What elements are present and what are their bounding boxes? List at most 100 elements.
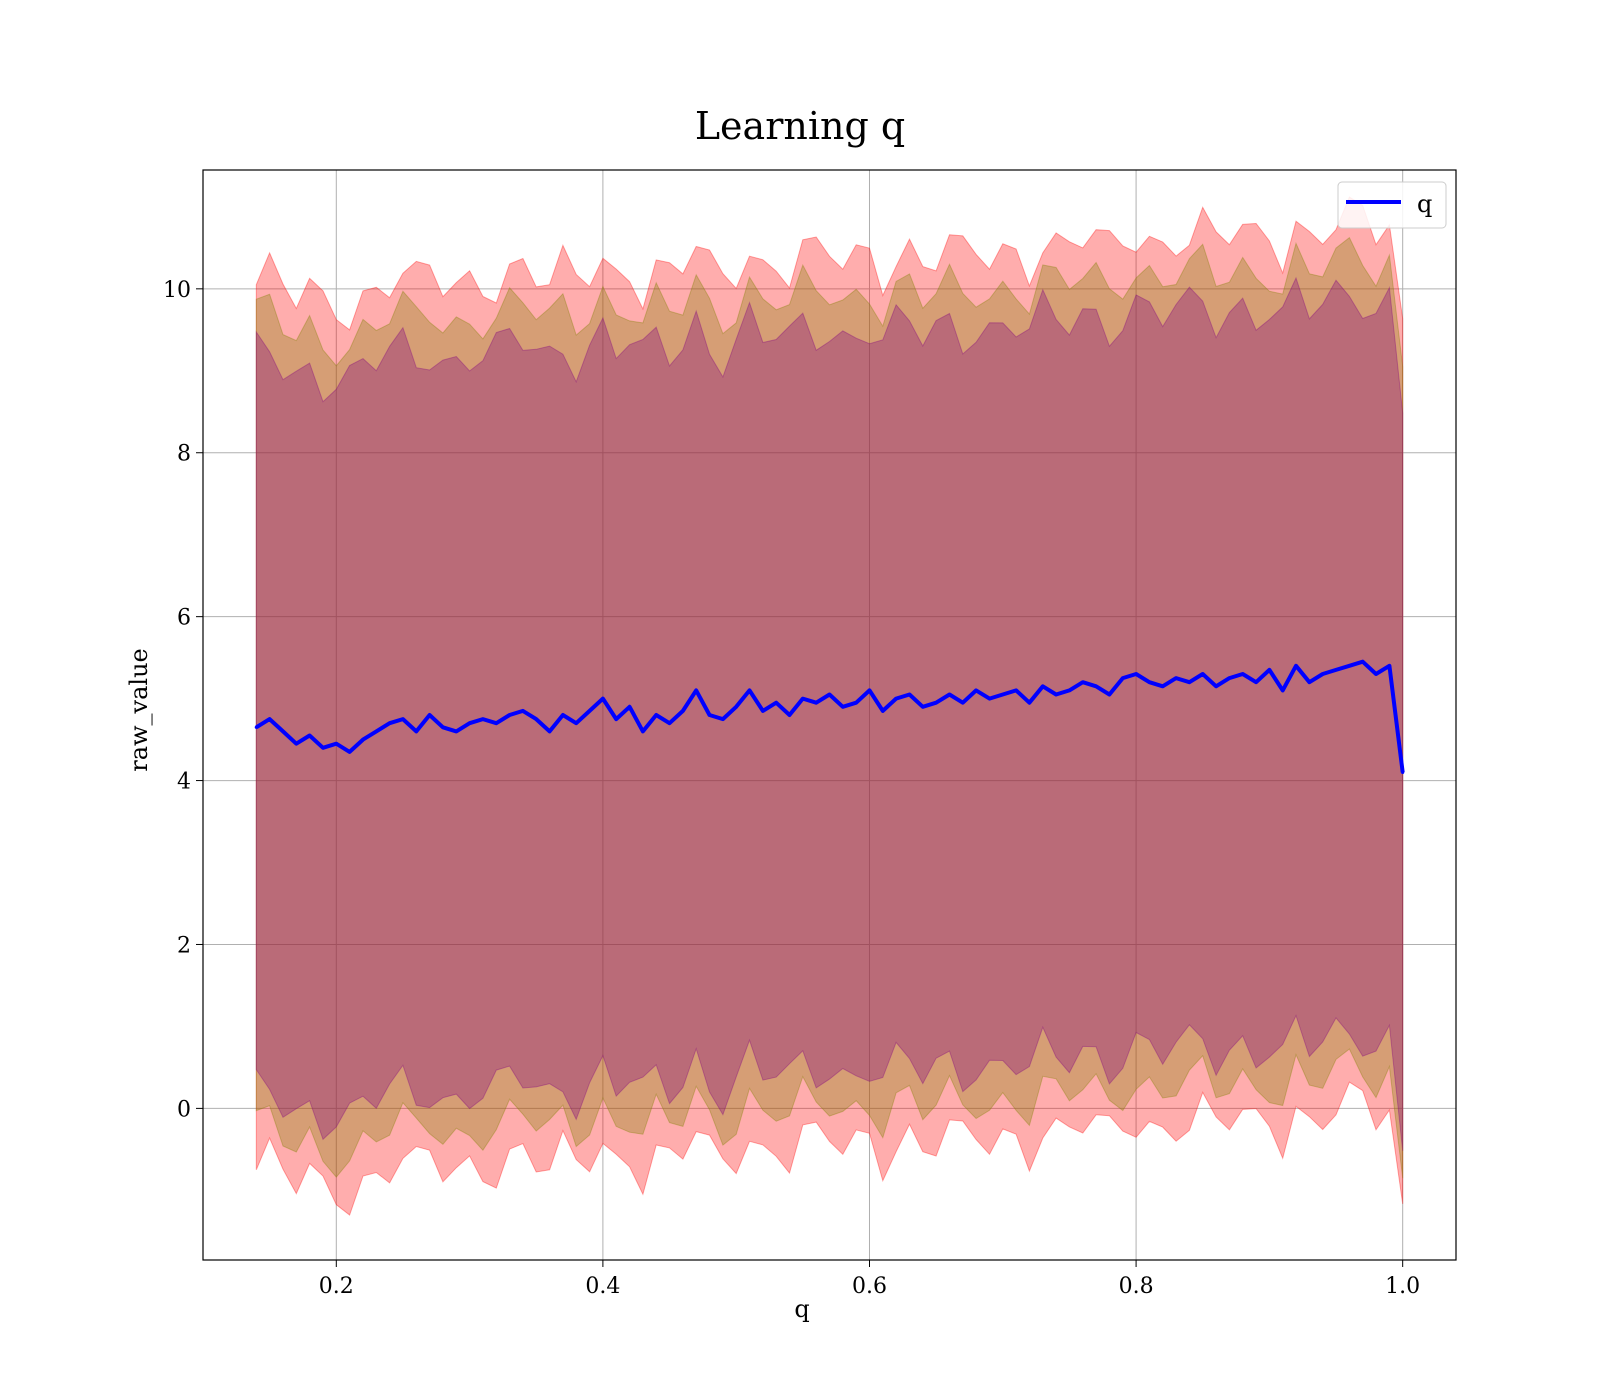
data-point [787, 713, 792, 717]
data-point [841, 705, 845, 709]
data-point [1307, 680, 1311, 684]
data-point [721, 717, 725, 721]
chart-title: Learning q [694, 104, 906, 148]
data-point [881, 709, 885, 713]
data-point [707, 713, 712, 717]
data-point [987, 697, 992, 701]
data-point [734, 705, 738, 709]
x-tick-label: 0.6 [852, 1274, 887, 1299]
data-point [361, 737, 365, 742]
legend-label-q: q [1417, 190, 1432, 218]
data-point [1027, 701, 1032, 705]
data-point [1254, 680, 1258, 684]
data-point [1347, 664, 1351, 668]
x-tick-label: 0.4 [585, 1274, 620, 1299]
band-layer [255, 196, 1404, 1216]
data-point [348, 750, 352, 754]
data-point [534, 717, 538, 721]
data-point [614, 717, 618, 721]
line-layer [254, 659, 1405, 774]
data-point [961, 701, 965, 705]
data-point [1334, 668, 1338, 672]
data-point [428, 713, 432, 717]
data-point [774, 701, 778, 705]
data-point [1214, 684, 1218, 688]
data-point [1081, 680, 1085, 684]
data-point [694, 688, 698, 693]
data-point [1094, 684, 1098, 688]
data-point [601, 697, 605, 701]
axes-frame [202, 169, 1457, 1261]
data-point [281, 729, 285, 733]
data-point [921, 705, 925, 709]
data-point [814, 701, 818, 705]
data-point [481, 717, 485, 721]
data-point [1014, 688, 1018, 693]
data-point [1374, 672, 1378, 676]
data-point [294, 742, 298, 746]
data-point [561, 713, 565, 717]
data-point [854, 701, 858, 705]
y-axis-label: raw_value [125, 648, 153, 772]
data-point [374, 729, 378, 733]
data-point [494, 721, 498, 725]
data-point [934, 701, 938, 705]
data-point [414, 729, 418, 733]
data-point [1294, 664, 1298, 668]
x-tick-label: 0.2 [319, 1274, 354, 1299]
data-point [521, 709, 525, 713]
data-point [507, 713, 512, 717]
data-point [1134, 672, 1138, 676]
legend: q [1337, 181, 1447, 229]
data-point [1227, 676, 1231, 680]
data-point [641, 729, 645, 733]
data-point [1281, 688, 1285, 693]
data-point [681, 709, 685, 713]
y-tick-label: 6 [177, 606, 191, 631]
x-axis-label: q [794, 1295, 810, 1323]
data-point [388, 721, 392, 725]
data-point [947, 692, 952, 697]
data-point [801, 697, 805, 701]
data-point [587, 709, 592, 713]
y-tick-label: 2 [177, 933, 191, 958]
data-point [467, 721, 472, 725]
data-point [334, 742, 338, 746]
data-point [1387, 664, 1391, 668]
y-tick-label: 0 [177, 1097, 191, 1122]
data-point [1147, 680, 1152, 684]
y-tick-label: 8 [177, 442, 191, 467]
data-point [654, 713, 658, 717]
data-point [1054, 692, 1058, 697]
data-point [254, 725, 258, 729]
data-point [441, 725, 445, 729]
tick-layer: 0.2 0.4 0.6 0.8 1.0 0 2 4 6 8 10 [163, 278, 1420, 1299]
band-mid [255, 236, 1404, 1179]
band-outer [255, 196, 1404, 1216]
data-point [1107, 692, 1112, 697]
band-inner [255, 276, 1404, 1151]
data-point [1174, 676, 1178, 680]
data-point [1361, 660, 1365, 664]
data-point [401, 717, 405, 721]
x-tick-label: 1.0 [1385, 1274, 1420, 1299]
data-point [867, 688, 872, 693]
data-point [321, 746, 325, 750]
data-point [1067, 688, 1072, 693]
data-point [308, 733, 312, 738]
data-point [1201, 672, 1205, 676]
data-point [1321, 672, 1325, 676]
data-point [1121, 676, 1125, 680]
data-point [894, 697, 898, 701]
data-point [747, 688, 752, 693]
data-point [627, 705, 632, 709]
data-point [827, 692, 832, 697]
y-tick-label: 10 [163, 278, 191, 303]
data-point [667, 721, 672, 725]
data-point [454, 729, 458, 733]
data-point [1161, 684, 1165, 688]
data-point [907, 692, 912, 697]
data-point [1041, 684, 1045, 688]
data-point [1001, 692, 1005, 697]
